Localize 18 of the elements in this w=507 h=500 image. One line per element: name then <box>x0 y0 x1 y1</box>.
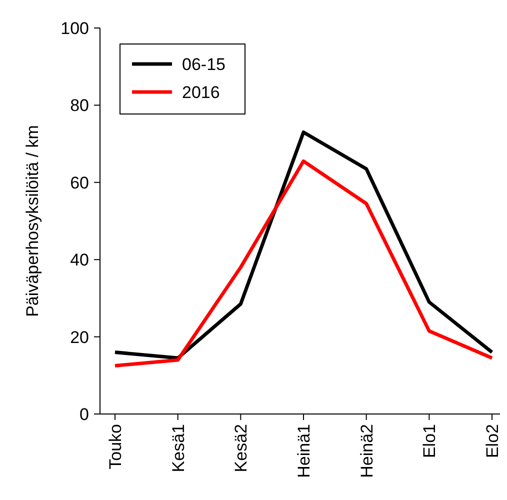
x-tick-label: Elo1 <box>420 424 440 458</box>
line-series <box>113 159 494 368</box>
x-tick-label: Heinä2 <box>357 424 376 478</box>
y-tick-label: 100 <box>60 18 89 38</box>
legend-label: 06-15 <box>182 54 226 74</box>
y-tick-label: 80 <box>70 96 89 116</box>
y-tick-label: 20 <box>70 328 89 347</box>
x-tick-label: Touko <box>106 424 125 470</box>
x-tick-label: Kesä2 <box>232 424 251 472</box>
legend-label: 2016 <box>182 82 220 102</box>
y-tick-label: 40 <box>70 250 89 270</box>
y-axis-title: Päiväperhosyksilöitä / km <box>23 125 42 317</box>
x-tick-label: Kesä1 <box>168 424 188 472</box>
x-tick-label: Elo2 <box>482 424 502 458</box>
line-series <box>113 130 494 360</box>
y-tick-label: 0 <box>80 404 89 424</box>
y-tick-label: 60 <box>70 173 89 192</box>
x-tick-label: Heinä1 <box>294 424 314 478</box>
